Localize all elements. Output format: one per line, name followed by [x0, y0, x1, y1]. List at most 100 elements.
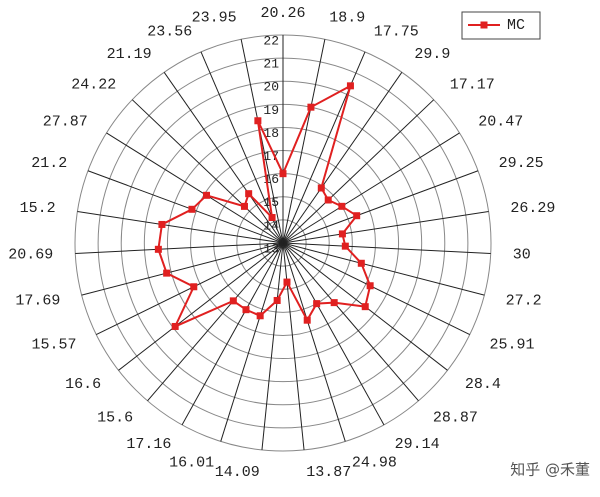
category-label: 23.95 [192, 10, 237, 27]
category-label: 21.2 [31, 155, 67, 172]
category-label: 30 [513, 247, 531, 264]
spoke [282, 99, 435, 244]
category-label: 15.57 [31, 336, 76, 353]
spoke [282, 211, 489, 244]
marker [279, 170, 287, 178]
spoke [77, 211, 284, 244]
spoke [181, 242, 284, 426]
marker [256, 312, 264, 320]
spoke [81, 242, 284, 296]
r-tick-label: 17 [263, 149, 279, 164]
spoke [220, 242, 284, 442]
marker [338, 202, 346, 210]
spoke [282, 242, 346, 442]
marker [154, 245, 162, 253]
marker [254, 117, 262, 125]
r-tick-label: 21 [263, 57, 279, 72]
category-label: 24.98 [352, 454, 397, 471]
spoke [261, 242, 284, 450]
category-label: 29.9 [414, 46, 450, 63]
marker [242, 306, 250, 314]
category-label: 16.6 [65, 376, 101, 393]
spoke [282, 39, 326, 244]
category-label: 17.69 [15, 293, 60, 310]
spoke [282, 132, 460, 244]
category-label: 17.16 [126, 436, 171, 453]
marker [303, 316, 311, 324]
category-label: 24.22 [71, 77, 116, 94]
category-label: 28.4 [465, 376, 501, 393]
spoke [282, 170, 479, 244]
spoke [282, 242, 385, 426]
marker [171, 322, 179, 330]
category-label: 17.17 [450, 77, 495, 94]
marker [317, 184, 325, 192]
marker [203, 191, 211, 199]
marker [188, 205, 196, 213]
category-label: 13.87 [306, 464, 351, 481]
marker [346, 82, 354, 90]
spoke [131, 99, 284, 244]
category-label: 15.2 [20, 200, 56, 217]
category-label: 20.69 [8, 247, 53, 264]
spoke [282, 242, 491, 255]
spoke [240, 39, 284, 244]
category-label: 27.87 [43, 113, 88, 130]
r-tick-label: 20 [263, 80, 279, 95]
watermark: 知乎 @禾董 [510, 461, 590, 479]
spoke [106, 132, 284, 244]
r-tick-label: 18 [263, 126, 279, 141]
marker [245, 190, 253, 198]
marker [330, 299, 338, 307]
spoke [200, 51, 284, 244]
category-label: 16.01 [169, 454, 214, 471]
legend-label: MC [507, 17, 525, 34]
category-label: 29.14 [395, 436, 440, 453]
marker [313, 300, 321, 308]
r-tick-label: 19 [263, 103, 279, 118]
spoke [282, 71, 403, 244]
marker [341, 242, 349, 250]
spoke [87, 170, 284, 244]
category-label: 17.75 [374, 24, 419, 41]
marker [338, 230, 346, 238]
marker [158, 220, 166, 228]
category-label: 29.25 [499, 155, 544, 172]
category-label: 15.6 [97, 409, 133, 426]
marker [353, 212, 361, 220]
spoke [282, 242, 470, 336]
category-label: 20.47 [478, 113, 523, 130]
marker [163, 269, 171, 277]
marker [190, 283, 198, 291]
r-tick-label: 13 [263, 241, 279, 256]
category-label: 27.2 [506, 293, 542, 310]
category-label: 23.56 [147, 24, 192, 41]
marker [273, 296, 281, 304]
category-label: 26.29 [510, 200, 555, 217]
r-tick-label: 14 [263, 218, 279, 233]
marker [357, 259, 365, 267]
spoke [282, 242, 419, 402]
marker [366, 282, 374, 290]
marker [268, 214, 276, 222]
category-label: 28.87 [433, 409, 478, 426]
category-label: 21.19 [107, 46, 152, 63]
r-tick-label: 22 [263, 33, 279, 48]
category-label: 18.9 [329, 10, 365, 27]
spoke [282, 242, 305, 450]
marker [229, 297, 237, 305]
category-label: 20.26 [260, 5, 305, 22]
category-label: 25.91 [489, 336, 534, 353]
spoke [163, 71, 284, 244]
legend-marker [480, 21, 488, 29]
spoke [75, 242, 284, 255]
marker [240, 202, 248, 210]
spoke [96, 242, 284, 336]
spoke [147, 242, 284, 402]
marker [307, 103, 315, 111]
spoke [282, 242, 485, 296]
marker [324, 196, 332, 204]
category-label: 14.09 [215, 464, 260, 481]
spoke [118, 242, 284, 371]
